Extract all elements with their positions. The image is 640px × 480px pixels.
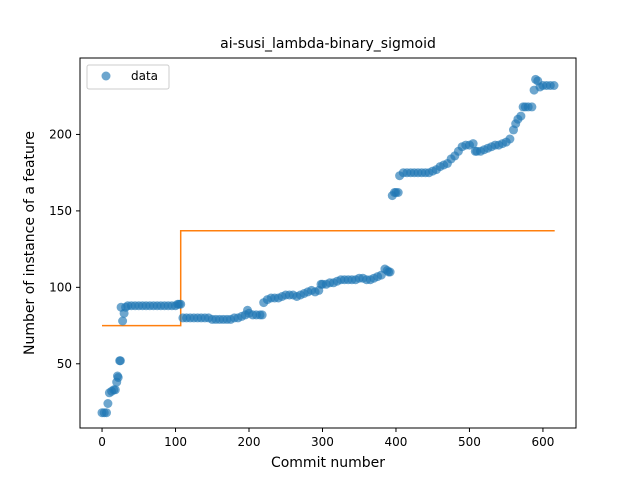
data-point <box>110 385 120 395</box>
data-point <box>115 356 125 366</box>
y-axis-ticks: 50 100 150 200 <box>49 127 80 371</box>
plot-frame <box>79 57 577 429</box>
x-axis-ticks: 0 100 200 300 400 500 600 <box>98 428 554 449</box>
data-series-points <box>97 74 559 418</box>
data-point <box>385 267 395 277</box>
data-point <box>113 373 123 382</box>
x-tick-label: 500 <box>458 435 481 449</box>
data-point <box>549 81 559 90</box>
y-tick-label: 50 <box>57 357 72 371</box>
x-axis-label: Commit number <box>271 455 385 471</box>
chart-title: ai-susi_lambda-binary_sigmoid <box>220 36 436 52</box>
data-point <box>257 310 267 320</box>
data-point <box>118 316 128 326</box>
legend-label-data: data <box>131 69 158 83</box>
x-tick-label: 200 <box>238 435 261 449</box>
x-tick-label: 100 <box>164 435 187 449</box>
data-point <box>103 399 113 408</box>
data-point <box>393 188 403 197</box>
y-axis-label: Number of instance of a feature <box>22 131 38 355</box>
data-point <box>176 299 186 309</box>
x-tick-label: 600 <box>531 435 554 449</box>
plot-background <box>80 58 576 428</box>
y-tick-label: 200 <box>49 127 72 141</box>
data-point <box>527 102 537 112</box>
legend: data <box>86 64 170 90</box>
x-tick-label: 0 <box>98 435 106 449</box>
y-tick-label: 150 <box>49 204 72 218</box>
x-tick-label: 300 <box>311 435 334 449</box>
x-tick-label: 400 <box>385 435 408 449</box>
y-tick-label: 100 <box>49 280 72 294</box>
legend-box <box>86 64 170 90</box>
step-series-line <box>102 230 555 327</box>
data-point <box>468 139 478 149</box>
legend-marker-data <box>101 71 111 81</box>
step-line <box>102 230 555 327</box>
data-point <box>516 111 526 121</box>
data-point <box>505 134 515 144</box>
data-point <box>102 408 111 418</box>
